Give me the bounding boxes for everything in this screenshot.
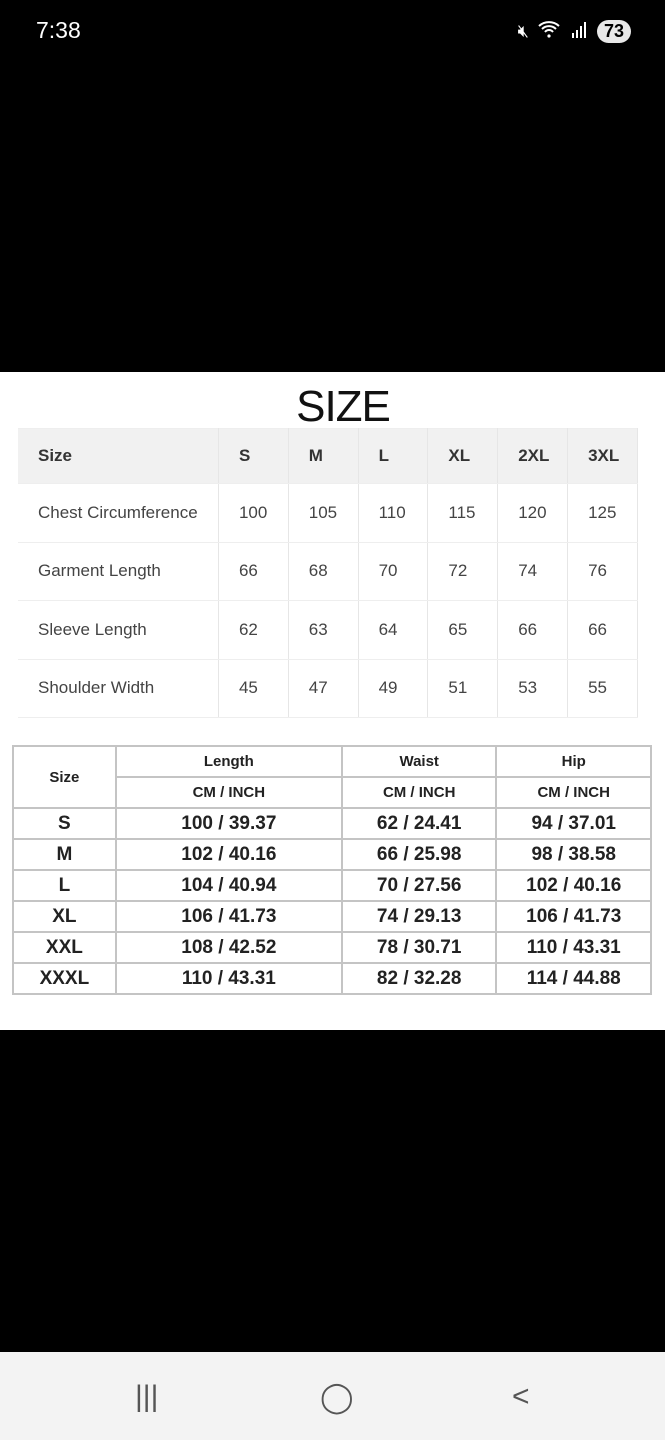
unit-label: CM / INCH <box>495 776 652 809</box>
table-row: Chest Circumference 100 105 110 115 120 125 <box>18 483 638 543</box>
table-row: XL 106 / 41.73 74 / 29.13 106 / 41.73 <box>12 900 652 933</box>
header-row: Size S M L XL 2XL 3XL <box>18 428 638 484</box>
size-chart-image: SIZE Size S M L XL 2XL 3XL Chest Circumference 1… <box>0 372 665 1030</box>
table-row: S 100 / 39.37 62 / 24.41 94 / 37.01 <box>12 807 652 840</box>
table-cell: 63 <box>288 600 359 660</box>
column-header: Size <box>18 428 219 484</box>
table-cell: 102 / 40.16 <box>495 869 652 902</box>
table-row: Shoulder Width 45 47 49 51 53 55 <box>18 658 638 718</box>
navigation-bar: ||| ◯ < <box>0 1352 665 1440</box>
unit-label: CM / INCH <box>114 776 343 809</box>
table-cell: 68 <box>288 541 359 601</box>
column-header: L <box>358 428 429 484</box>
table-cell: 94 / 37.01 <box>495 807 652 840</box>
table-cell: 105 <box>288 483 359 543</box>
table-cell: 100 <box>218 483 289 543</box>
table-row: Sleeve Length 62 63 64 65 66 66 <box>18 600 638 660</box>
back-button[interactable]: < <box>512 1380 530 1413</box>
clock: 7:38 <box>36 17 81 43</box>
table-cell: 78 / 30.71 <box>340 931 498 964</box>
table-cell: 106 / 41.73 <box>495 900 652 933</box>
row-label: Garment Length <box>18 541 219 601</box>
table-cell: 110 / 43.31 <box>114 962 343 995</box>
table-cell: 104 / 40.94 <box>114 869 343 902</box>
row-label: S <box>12 807 117 840</box>
table-row: L 104 / 40.94 70 / 27.56 102 / 40.16 <box>12 869 652 902</box>
row-label: M <box>12 838 117 871</box>
row-label: L <box>12 869 117 902</box>
table-cell: 98 / 38.58 <box>495 838 652 871</box>
table-cell: 110 <box>358 483 429 543</box>
table-cell: 114 / 44.88 <box>495 962 652 995</box>
table-row: XXXL 110 / 43.31 82 / 32.28 114 / 44.88 <box>12 962 652 995</box>
column-header: Length <box>114 745 343 778</box>
table-cell: 74 / 29.13 <box>340 900 498 933</box>
table-cell: 66 <box>567 600 638 660</box>
row-label: XXXL <box>12 962 117 995</box>
unit-label: CM / INCH <box>340 776 498 809</box>
table-cell: 49 <box>358 658 429 718</box>
signal-icon <box>571 20 589 43</box>
column-header: S <box>218 428 289 484</box>
table-cell: 108 / 42.52 <box>114 931 343 964</box>
battery-indicator: 73 <box>596 20 631 43</box>
table-cell: 45 <box>218 658 289 718</box>
row-label: Chest Circumference <box>18 483 219 543</box>
size-header: Size <box>12 745 117 809</box>
column-header: 2XL <box>497 428 569 484</box>
column-header: M <box>288 428 359 484</box>
recents-button[interactable]: ||| <box>135 1380 159 1413</box>
column-header: 3XL <box>567 428 638 484</box>
measurement-table: Size Length Waist Hip CM / INCH CM / INCH CM /… <box>12 745 652 995</box>
table-cell: 120 <box>497 483 569 543</box>
table-cell: 53 <box>497 658 569 718</box>
row-label: XL <box>12 900 117 933</box>
table-row: Garment Length 66 68 70 72 74 76 <box>18 541 638 601</box>
row-label: Sleeve Length <box>18 600 219 660</box>
unit-row: CM / INCH CM / INCH CM / INCH <box>13 776 652 809</box>
table-row: M 102 / 40.16 66 / 25.98 98 / 38.58 <box>12 838 652 871</box>
table-cell: 66 <box>497 600 569 660</box>
table-cell: 62 / 24.41 <box>340 807 498 840</box>
table-cell: 100 / 39.37 <box>114 807 343 840</box>
table-cell: 102 / 40.16 <box>114 838 343 871</box>
table-cell: 65 <box>427 600 499 660</box>
table-cell: 51 <box>427 658 499 718</box>
table-cell: 76 <box>567 541 638 601</box>
column-header: XL <box>427 428 499 484</box>
row-label: XXL <box>12 931 117 964</box>
size-title: SIZE <box>296 382 391 431</box>
column-header: Hip <box>495 745 652 778</box>
table-cell: 125 <box>567 483 638 543</box>
table-cell: 70 <box>358 541 429 601</box>
wifi-icon <box>537 19 563 44</box>
table-cell: 110 / 43.31 <box>495 931 652 964</box>
table-cell: 66 <box>218 541 289 601</box>
table-cell: 72 <box>427 541 499 601</box>
row-label: Shoulder Width <box>18 658 219 718</box>
table-row: XXL 108 / 42.52 78 / 30.71 110 / 43.31 <box>12 931 652 964</box>
table-cell: 64 <box>358 600 429 660</box>
table-cell: 82 / 32.28 <box>340 962 498 995</box>
mute-icon: 🔇︎ <box>517 21 529 41</box>
table-cell: 55 <box>567 658 638 718</box>
table-cell: 74 <box>497 541 569 601</box>
size-table: Size S M L XL 2XL 3XL Chest Circumference 100 105… <box>18 428 638 718</box>
table-cell: 66 / 25.98 <box>340 838 498 871</box>
table-cell: 62 <box>218 600 289 660</box>
home-button[interactable]: ◯ <box>320 1381 354 1414</box>
table-cell: 70 / 27.56 <box>340 869 498 902</box>
table-cell: 106 / 41.73 <box>114 900 343 933</box>
table-cell: 47 <box>288 658 359 718</box>
header-row: Size Length Waist Hip <box>12 745 652 809</box>
column-header: Waist <box>340 745 498 778</box>
status-bar: 7:38 🔇︎ 73 <box>0 0 665 60</box>
table-cell: 115 <box>427 483 499 543</box>
